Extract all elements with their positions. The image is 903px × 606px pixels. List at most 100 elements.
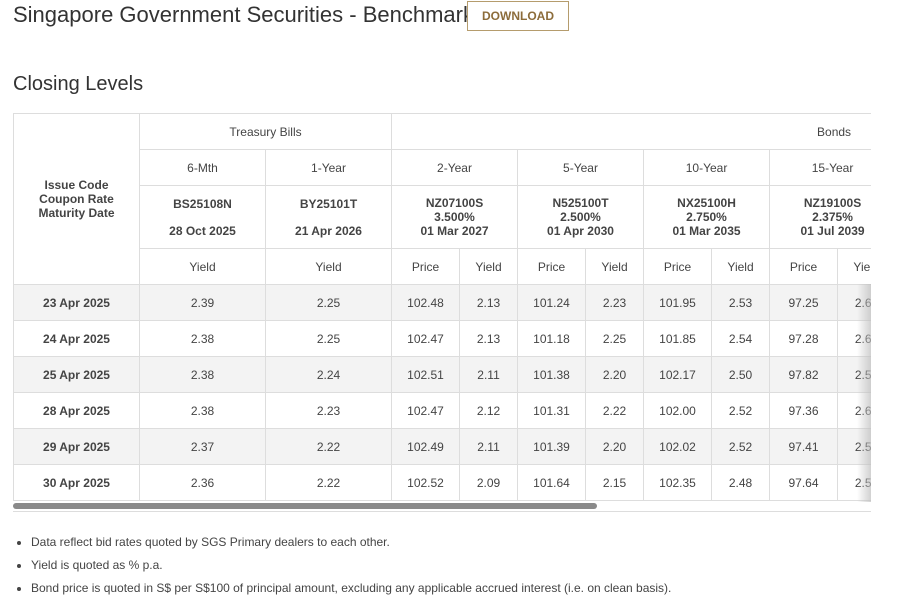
value-cell: 102.51 — [391, 356, 461, 393]
tenor-header: 15-Year — [769, 149, 871, 186]
issue-info: NZ19100S 2.375% 01 Jul 2039 — [769, 185, 871, 249]
value-cell: 2.23 — [264, 392, 393, 429]
value-cell: 2.13 — [459, 284, 519, 321]
row-date: 23 Apr 2025 — [13, 284, 140, 321]
value-cell: 2.20 — [585, 428, 645, 465]
row-date: 30 Apr 2025 — [13, 464, 140, 501]
benchmarks-table: Issue Code Coupon Rate Maturity Date Treasu… — [13, 113, 871, 501]
value-cell: 2.56 — [837, 356, 871, 393]
value-cell: 2.11 — [459, 428, 519, 465]
value-cell: 2.59 — [837, 428, 871, 465]
row-date: 25 Apr 2025 — [13, 356, 140, 393]
value-cell: 97.64 — [769, 464, 839, 501]
value-cell: 2.62 — [837, 320, 871, 357]
measure-header: Price — [391, 248, 461, 285]
issue-maturity: 01 Mar 2035 — [672, 224, 741, 238]
measure-header: Yield — [139, 248, 266, 285]
data-row: 30 Apr 2025 2.36 2.22 102.52 2.09 101.64 2.15 1… — [13, 464, 871, 501]
scrollbar[interactable] — [13, 503, 597, 509]
measure-header: Yield — [264, 248, 393, 285]
value-cell: 97.36 — [769, 392, 839, 429]
row-header-label: Maturity Date — [38, 206, 115, 220]
value-cell: 2.09 — [459, 464, 519, 501]
row-header-label: Issue Code — [44, 178, 109, 192]
tenor-header: 5-Year — [517, 149, 645, 186]
issue-maturity: 28 Oct 2025 — [169, 223, 236, 238]
value-cell: 2.50 — [711, 356, 771, 393]
value-cell: 102.02 — [643, 428, 713, 465]
section-title: Closing Levels — [13, 73, 144, 95]
value-cell: 2.12 — [459, 392, 519, 429]
tenor-header: 2-Year — [391, 149, 519, 186]
data-row: 24 Apr 2025 2.38 2.25 102.47 2.13 101.18 2.25 1… — [13, 320, 871, 357]
issue-coupon: 2.375% — [812, 210, 853, 224]
value-cell: 101.95 — [643, 284, 713, 321]
measure-header: Yield — [711, 248, 771, 285]
issue-info: BS25108N 28 Oct 2025 — [139, 185, 266, 249]
value-cell: 101.18 — [517, 320, 587, 357]
value-cell: 101.38 — [517, 356, 587, 393]
issue-maturity: 01 Apr 2030 — [547, 224, 614, 238]
issue-code: BS25108N — [173, 196, 232, 211]
issue-code: NZ07100S — [425, 196, 484, 210]
value-cell: 2.22 — [264, 464, 393, 501]
value-cell: 2.48 — [711, 464, 771, 501]
corner-cell: Issue Code Coupon Rate Maturity Date — [13, 113, 140, 285]
value-cell: 102.47 — [391, 392, 461, 429]
measure-header: Price — [643, 248, 713, 285]
value-cell: 97.41 — [769, 428, 839, 465]
issue-maturity: 01 Jul 2039 — [800, 224, 865, 238]
value-cell: 101.39 — [517, 428, 587, 465]
value-cell: 2.38 — [139, 356, 266, 393]
value-cell: 102.47 — [391, 320, 461, 357]
measure-row: Yield Yield Price Yield Price Yield Price Yield… — [14, 248, 871, 285]
value-cell: 2.24 — [264, 356, 393, 393]
value-cell: 97.28 — [769, 320, 839, 357]
value-cell: 2.52 — [711, 428, 771, 465]
row-date: 28 Apr 2025 — [13, 392, 140, 429]
group-header: Treasury Bills — [138, 113, 393, 150]
row-date: 24 Apr 2025 — [13, 320, 140, 357]
note: Bond price is quoted in S$ per S$100 of … — [31, 577, 671, 600]
group-row: Issue Code Coupon Rate Maturity Date Treasu… — [13, 113, 871, 285]
value-cell: 101.85 — [643, 320, 713, 357]
data-row: 28 Apr 2025 2.38 2.23 102.47 2.12 101.31 2.22 1… — [13, 392, 871, 429]
issue-info: NZ07100S 3.500% 01 Mar 2027 — [391, 185, 519, 249]
value-cell: 102.49 — [391, 428, 461, 465]
issue-code: N525100T — [552, 196, 609, 210]
row-header-label: Coupon Rate — [39, 192, 114, 206]
value-cell: 2.20 — [585, 356, 645, 393]
issue-coupon: 3.500% — [434, 210, 475, 224]
download-button[interactable]: DOWNLOAD — [467, 1, 569, 31]
measure-header: Price — [769, 248, 839, 285]
notes: Data reflect bid rates quoted by SGS Pri… — [13, 531, 671, 600]
measure-header: Yield — [459, 248, 519, 285]
measure-header: Price — [517, 248, 587, 285]
value-cell: 2.57 — [837, 464, 871, 501]
value-cell: 2.37 — [139, 428, 266, 465]
issue-row: BS25108N 28 Oct 2025 BY25101T 21 Apr 2026 NZ… — [14, 185, 871, 249]
issue-info: N525100T 2.500% 01 Apr 2030 — [517, 185, 645, 249]
value-cell: 102.35 — [643, 464, 713, 501]
value-cell: 2.13 — [459, 320, 519, 357]
value-cell: 101.31 — [517, 392, 587, 429]
value-cell: 2.53 — [711, 284, 771, 321]
value-cell: 2.25 — [585, 320, 645, 357]
group-header: Bonds — [391, 113, 871, 150]
value-cell: 2.54 — [711, 320, 771, 357]
issue-code: NZ19100S — [803, 196, 862, 210]
issue-coupon — [141, 211, 265, 224]
value-cell: 2.38 — [139, 320, 266, 357]
tenor-row: 6-Mth 1-Year 2-Year 5-Year 10-Year 15-Year — [14, 149, 871, 186]
value-cell: 2.52 — [711, 392, 771, 429]
value-cell: 2.15 — [585, 464, 645, 501]
value-cell: 102.17 — [643, 356, 713, 393]
data-row: 25 Apr 2025 2.38 2.24 102.51 2.11 101.38 2.20 1… — [13, 356, 871, 393]
value-cell: 102.48 — [391, 284, 461, 321]
data-row: 29 Apr 2025 2.37 2.22 102.49 2.11 101.39 2.20 1… — [13, 428, 871, 465]
tenor-header: 10-Year — [643, 149, 771, 186]
issue-maturity: 21 Apr 2026 — [295, 223, 362, 238]
note: Data reflect bid rates quoted by SGS Pri… — [31, 531, 671, 554]
value-cell: 2.25 — [264, 284, 393, 321]
